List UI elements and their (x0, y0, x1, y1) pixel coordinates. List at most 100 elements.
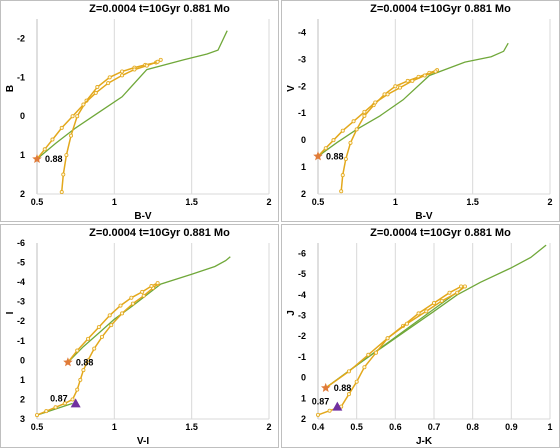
data-point (366, 352, 371, 357)
data-point (405, 78, 410, 83)
data-point (374, 350, 379, 355)
chart-title: Z=0.0004 t=10Gyr 0.881 Mo (89, 227, 230, 239)
data-point (397, 85, 402, 90)
x-tick-label: 0.5 (31, 197, 44, 207)
data-point (462, 284, 467, 289)
x-axis-label: B-V (415, 211, 433, 221)
data-point (62, 401, 67, 406)
data-point (393, 84, 398, 89)
data-point (96, 325, 101, 330)
data-point (362, 109, 367, 114)
data-point (95, 85, 100, 90)
star-marker (313, 151, 323, 161)
marker-label: 0.88 (326, 151, 344, 161)
x-tick-label: 1 (547, 422, 552, 432)
data-point (433, 69, 438, 74)
data-point (107, 75, 112, 80)
y-tick-label: -4 (17, 277, 25, 287)
y-tick-label: -1 (298, 352, 306, 362)
x-tick-label: 2 (266, 422, 271, 432)
data-point (81, 102, 86, 107)
y-tick-label: -3 (17, 297, 25, 307)
data-point (155, 59, 160, 64)
series-line-2 (36, 30, 228, 160)
data-point (141, 293, 146, 298)
series-line-2 (317, 42, 509, 157)
x-axis-label: B-V (134, 211, 152, 221)
marker-label: 0.88 (76, 357, 94, 367)
x-tick-label: 0.8 (466, 422, 479, 432)
y-tick-label: -6 (17, 238, 25, 248)
x-tick-label: 2 (266, 197, 271, 207)
data-point (416, 311, 421, 316)
y-tick-label: 1 (301, 393, 306, 403)
y-tick-label: 2 (301, 414, 306, 424)
data-point (362, 113, 367, 118)
data-point (70, 114, 75, 119)
series-line-0 (317, 285, 462, 416)
data-point (431, 301, 436, 306)
chart-title: Z=0.0004 t=10Gyr 0.881 Mo (370, 3, 511, 15)
chart-panel-b-vs-bv: Z=0.0004 t=10Gyr 0.881 Mo 0.5 1 1.5 2 -2 -1 0 1 2… (0, 0, 279, 222)
data-point (422, 73, 427, 78)
y-tick-label: 2 (20, 394, 25, 404)
data-point (86, 358, 91, 363)
data-point (81, 368, 86, 373)
data-point (78, 377, 83, 382)
x-tick-label: 0.7 (428, 422, 441, 432)
data-point (59, 190, 64, 195)
data-point (144, 63, 149, 68)
y-tick-label: 3 (20, 414, 25, 424)
data-point (447, 290, 452, 295)
data-point (348, 140, 353, 145)
data-point (35, 413, 40, 418)
y-tick-label: -3 (298, 310, 306, 320)
data-point (118, 303, 123, 308)
data-point (331, 138, 336, 143)
y-tick-label: 2 (301, 189, 306, 199)
data-point (107, 313, 112, 318)
y-axis-label: I (5, 311, 16, 314)
data-point (130, 301, 135, 306)
triangle-marker (70, 398, 81, 408)
data-point (42, 147, 47, 152)
series-line-1 (36, 61, 158, 160)
data-point (75, 348, 80, 353)
y-tick-label: -6 (298, 248, 306, 258)
data-point (346, 392, 351, 397)
x-tick-label: 0.6 (389, 422, 402, 432)
data-point (64, 153, 69, 158)
triangle-marker (332, 401, 343, 411)
data-point (385, 336, 390, 341)
data-point (93, 90, 98, 95)
data-point (410, 78, 415, 83)
y-axis-label: B (5, 85, 16, 92)
x-tick-label: 0.5 (350, 422, 363, 432)
y-tick-label: -3 (298, 54, 306, 64)
y-tick-label: -4 (298, 27, 306, 37)
y-tick-label: -5 (298, 269, 306, 279)
y-tick-label: -2 (17, 33, 25, 43)
data-point (424, 309, 429, 314)
data-point (53, 405, 58, 410)
x-tick-label: 0.9 (505, 422, 518, 432)
marker-label: 0.88 (45, 154, 63, 164)
chart-title: Z=0.0004 t=10Gyr 0.881 Mo (89, 3, 230, 15)
x-tick-label: 2 (547, 197, 552, 207)
y-tick-label: 0 (20, 111, 25, 121)
data-point (316, 412, 321, 417)
data-point (50, 137, 55, 142)
y-tick-label: 0 (301, 373, 306, 383)
y-axis-label: V (286, 85, 297, 92)
y-tick-label: -2 (298, 81, 306, 91)
marker-label: 0.88 (334, 383, 352, 393)
chart-j-vs-jk: Z=0.0004 t=10Gyr 0.881 Mo 0.4 0.5 0.6 0.7 0.8… (286, 227, 553, 447)
y-axis-label: J (286, 310, 297, 316)
data-point (70, 397, 75, 402)
data-point (351, 119, 356, 124)
y-tick-label: -1 (298, 108, 306, 118)
chart-panel-i-vs-vi: Z=0.0004 t=10Gyr 0.881 Mo 0.5 1 1.5 2 -6 -5 -4 -… (0, 224, 279, 448)
x-axis-label: J-K (416, 436, 433, 447)
data-point (106, 81, 111, 86)
data-point (339, 189, 344, 194)
